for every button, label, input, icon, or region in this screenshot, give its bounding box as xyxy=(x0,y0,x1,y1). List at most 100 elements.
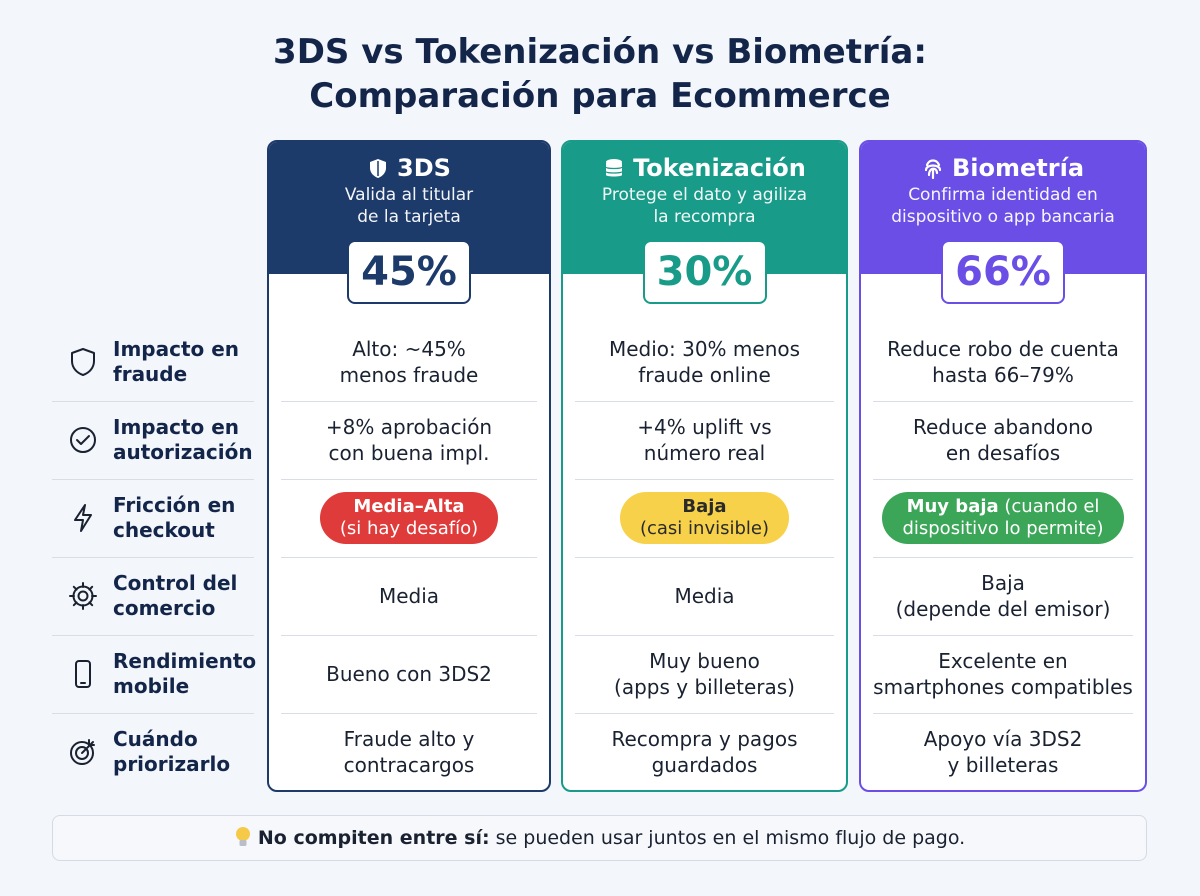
cell: Baja (casi invisible) xyxy=(563,479,846,557)
cell-line: Media xyxy=(674,584,735,608)
cell-line: Fraude alto y xyxy=(343,727,475,751)
row-separator xyxy=(575,713,834,714)
bulb-icon xyxy=(235,827,250,846)
footer: No compiten entre sí: se pueden usar jun… xyxy=(52,815,1147,861)
row-separator xyxy=(873,557,1133,558)
footer-strong: No compiten entre sí: xyxy=(257,827,490,849)
cell: Media xyxy=(269,557,549,635)
row-separator xyxy=(281,479,537,480)
row-label-line: comercio xyxy=(113,596,216,620)
row-icon xyxy=(70,427,96,453)
row-icon xyxy=(74,504,92,532)
pill-text: (cuando el xyxy=(1004,496,1100,517)
row-separator xyxy=(575,401,834,402)
row-label: Control del comercio xyxy=(113,571,263,621)
cell: Bueno con 3DS2 xyxy=(269,635,549,713)
cell-line: Baja xyxy=(981,571,1025,595)
row-separator xyxy=(873,635,1133,636)
row-label: Impacto en autorización xyxy=(113,415,263,465)
footer-text: se pueden usar juntos en el mismo flujo … xyxy=(495,827,966,849)
row-separator xyxy=(873,479,1133,480)
cell: Media xyxy=(563,557,846,635)
row-separator xyxy=(281,401,537,402)
row-separator xyxy=(281,713,537,714)
row-label-line: Fricción en xyxy=(113,493,236,517)
row-separator xyxy=(281,557,537,558)
cell-line: Alto: ~45% xyxy=(352,337,466,361)
column-header: Tokenización Protege el dato y agiliza la … xyxy=(563,142,846,274)
row-label-line: autorización xyxy=(113,440,253,464)
subtitle-line: Protege el dato y agiliza xyxy=(601,185,808,205)
cell-line: Bueno con 3DS2 xyxy=(326,662,492,686)
column-icon xyxy=(370,159,387,178)
row-label: Impacto en fraude xyxy=(113,337,263,387)
row-label-line: checkout xyxy=(113,518,215,542)
row-label-line: Rendimiento xyxy=(113,649,257,673)
row-separator xyxy=(281,635,537,636)
cell-line: hasta 66–79% xyxy=(932,363,1074,387)
pill-line: Baja xyxy=(640,496,769,518)
pill-strong: Baja xyxy=(682,496,727,517)
pill-line: Media–Alta xyxy=(340,496,478,518)
title-line: Comparación para Ecommerce xyxy=(309,76,891,116)
cell-line: (apps y billeteras) xyxy=(614,675,795,699)
cell: Apoyo vía 3DS2 y billeteras xyxy=(861,713,1145,791)
row-label-line: mobile xyxy=(113,674,190,698)
row-separator xyxy=(52,635,254,636)
row-separator xyxy=(575,635,834,636)
row-label-line: Control del xyxy=(113,571,238,595)
cell: Recompra y pagos guardados xyxy=(563,713,846,791)
row-icon xyxy=(71,348,95,376)
cell: Fraude alto y contracargos xyxy=(269,713,549,791)
stat-badge: 45% xyxy=(347,240,471,304)
pill: Baja (casi invisible) xyxy=(619,492,789,544)
row-icon xyxy=(69,582,97,610)
title: 3DS vs Tokenización vs Biometría: Compar… xyxy=(0,30,1200,118)
cell-line: y billeteras xyxy=(947,753,1059,777)
cell: Medio: 30% menos fraude online xyxy=(563,323,846,401)
row-label-line: Impacto en xyxy=(113,415,240,439)
row-separator xyxy=(575,557,834,558)
column-icon xyxy=(605,159,623,177)
cell-line: fraude online xyxy=(638,363,771,387)
cell-line: Reduce robo de cuenta xyxy=(887,337,1119,361)
pill-strong: Media–Alta xyxy=(353,496,465,517)
column-subtitle: Valida al titular de la tarjeta xyxy=(269,184,549,228)
pill: Muy baja (cuando el dispositivo lo permit… xyxy=(882,492,1124,544)
cell-line: Medio: 30% menos xyxy=(608,337,801,361)
row-label: Cuándo priorizarlo xyxy=(113,727,263,777)
title-line: 3DS vs Tokenización vs Biometría: xyxy=(273,32,927,72)
cell: Media–Alta (si hay desafío) xyxy=(269,479,549,557)
subtitle-line: Confirma identidad en xyxy=(908,185,1098,205)
cell: Muy baja (cuando el dispositivo lo permit… xyxy=(861,479,1145,557)
stat-badge: 30% xyxy=(642,240,767,304)
row-separator xyxy=(52,479,254,480)
pill-text: dispositivo lo permite) xyxy=(902,518,1104,539)
cell-line: (depende del emisor) xyxy=(895,597,1111,621)
row-separator xyxy=(52,401,254,402)
subtitle-line: dispositivo o app bancaria xyxy=(891,207,1115,227)
column-name-text: 3DS xyxy=(397,154,451,182)
pill-text: (casi invisible) xyxy=(639,518,769,539)
column-name-text: Biometría xyxy=(951,154,1085,182)
pill: Media–Alta (si hay desafío) xyxy=(319,492,499,544)
cell-line: menos fraude xyxy=(339,363,479,387)
row-label-line: Cuándo xyxy=(113,727,198,751)
row-separator xyxy=(873,713,1133,714)
cell-line: guardados xyxy=(651,753,758,777)
row-label-line: fraude xyxy=(113,362,188,386)
pill-line: Muy baja (cuando el xyxy=(902,496,1103,518)
column-name: Biometría xyxy=(861,152,1145,184)
row-label: Rendimiento mobile xyxy=(113,649,263,699)
row-icon xyxy=(75,660,91,688)
cell-line: con buena impl. xyxy=(328,441,490,465)
column-subtitle: Protege el dato y agiliza la recompra xyxy=(563,184,846,228)
cell-line: Muy bueno xyxy=(649,649,760,673)
pill-text: (si hay desafío) xyxy=(339,518,479,539)
cell-line: Recompra y pagos xyxy=(611,727,798,751)
cell-line: +8% aprobación xyxy=(325,415,493,439)
column-header: Biometría Confirma identidad en dispositiv… xyxy=(861,142,1145,274)
row-icon xyxy=(70,739,95,765)
stat-badge: 66% xyxy=(941,240,1065,304)
subtitle-line: de la tarjeta xyxy=(357,207,461,227)
